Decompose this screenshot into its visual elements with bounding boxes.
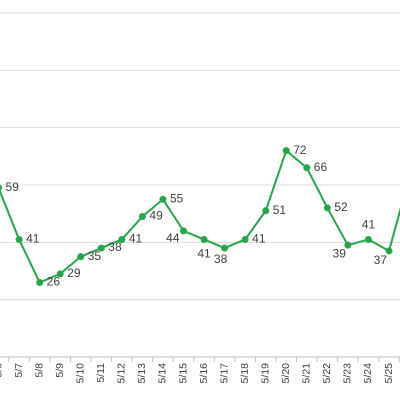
x-tick-label: 5/11 [95, 363, 107, 383]
x-tick-label: 5/14 [157, 363, 169, 384]
point [180, 227, 187, 235]
point [323, 204, 331, 212]
grid [0, 12, 400, 358]
x-tick-label: 5/19 [259, 363, 271, 384]
x-tick-label: 5/18 [239, 363, 251, 384]
data-label: 66 [314, 160, 328, 174]
data-label: 35 [88, 249, 102, 263]
point [385, 247, 393, 255]
x-tick-label: 5/15 [177, 363, 189, 384]
x-tick-label: 5/21 [301, 363, 313, 384]
data-label: 52 [334, 200, 348, 214]
point [344, 241, 352, 249]
point [241, 235, 249, 243]
point [221, 244, 229, 252]
data-label: 41 [197, 247, 211, 261]
line [0, 149, 400, 284]
x-tick-label: 5/12 [116, 363, 128, 384]
x-tick-label: 5/24 [362, 363, 374, 384]
x-axis: 5/55/65/75/85/95/105/115/125/135/145/155… [0, 356, 400, 384]
point [15, 235, 23, 243]
point [303, 164, 311, 172]
x-tick-label: 5/23 [342, 363, 354, 384]
x-tick-label: 5/16 [198, 363, 210, 384]
point [118, 235, 126, 243]
point [0, 184, 3, 192]
data-label: 41 [26, 232, 40, 246]
point [56, 270, 64, 278]
x-tick-label: 5/8 [33, 363, 45, 378]
data-label: 55 [170, 192, 184, 206]
data-label: 59 [6, 180, 20, 194]
point [364, 235, 372, 243]
data-label: 26 [47, 275, 61, 289]
data-label: 41 [129, 232, 143, 246]
x-tick-label: 5/13 [136, 363, 148, 384]
series: 8359412629353841495544413841517266523941… [0, 143, 400, 289]
point [36, 278, 44, 286]
point [200, 235, 208, 243]
data-label: 38 [214, 252, 228, 266]
point [138, 213, 146, 221]
data-label: 29 [67, 266, 81, 280]
point [97, 244, 105, 252]
point [282, 147, 290, 155]
x-tick-label: 5/7 [13, 363, 25, 378]
data-label: 41 [252, 232, 266, 246]
data-label: 49 [149, 209, 163, 223]
data-label: 39 [333, 246, 347, 260]
data-label: 51 [273, 203, 287, 217]
x-tick-label: 5/10 [75, 363, 87, 384]
data-label: 37 [374, 253, 388, 267]
x-tick-label: 5/6 [0, 363, 4, 378]
point [159, 195, 167, 203]
data-label: 38 [108, 240, 122, 254]
point [262, 207, 270, 215]
x-tick-label: 5/9 [54, 363, 66, 378]
x-tick-label: 5/17 [218, 363, 230, 384]
point [77, 253, 85, 261]
data-label: 44 [166, 231, 180, 245]
x-tick-label: 5/22 [321, 363, 333, 384]
data-label: 72 [293, 143, 307, 157]
x-tick-label: 5/25 [383, 363, 395, 384]
x-tick-label: 5/20 [280, 363, 292, 384]
data-label: 41 [362, 218, 376, 232]
